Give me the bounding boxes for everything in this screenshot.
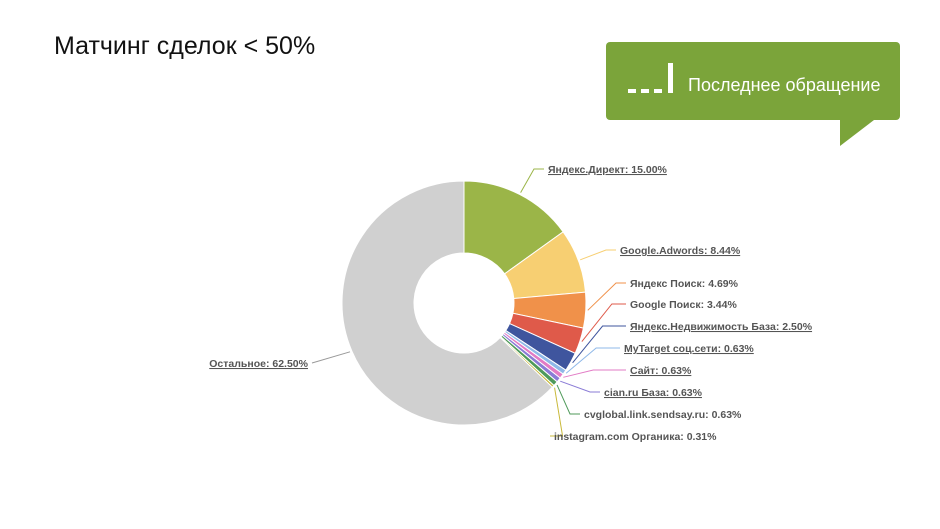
badge-text: Последнее обращение — [688, 75, 881, 95]
chart-leader-lines — [311, 168, 626, 437]
chart-labels: Яндекс.Директ: 15.00% Google.Adwords: 8.4… — [209, 164, 812, 443]
data-label-яндекс-поиск: Яндекс Поиск: 4.69% — [630, 278, 739, 290]
data-label-mytarget-соц-сети: MyTarget соц.сети: 0.63% — [624, 343, 754, 355]
leader-line-яндекс-поиск — [587, 282, 626, 311]
badge-box — [606, 42, 900, 120]
leader-line-mytarget-соц-сети — [565, 347, 620, 374]
leader-line-cvglobal-link-sendsay-ru — [556, 384, 580, 415]
data-label-яндекс-недвижимость-база: Яндекс.Недвижимость База: 2.50% — [630, 321, 813, 333]
leader-line-остальное — [311, 351, 351, 364]
chart-slices — [341, 180, 587, 426]
last-touch-badge: Последнее обращение — [606, 42, 900, 146]
leader-line-яндекс-недвижимость-база — [572, 325, 626, 364]
leader-line-cian-ru-база — [560, 380, 600, 393]
slide-title: Матчинг сделок < 50% — [54, 32, 316, 60]
data-label-cvglobal-link-sendsay-ru: cvglobal.link.sendsay.ru: 0.63% — [584, 409, 742, 421]
badge-tail — [840, 120, 874, 146]
data-label-google-adwords: Google.Adwords: 8.44% — [620, 245, 741, 257]
data-label-сайт: Сайт: 0.63% — [630, 365, 692, 377]
data-label-instagram-com-органика: instagram.com Органика: 0.31% — [554, 431, 717, 443]
data-label-cian-ru-база: cian.ru База: 0.63% — [604, 387, 703, 399]
leader-line-google-adwords — [580, 249, 616, 261]
leader-line-instagram-com-органика — [550, 387, 564, 437]
slice-остальное — [341, 180, 553, 426]
leader-line-google-поиск — [581, 303, 626, 342]
leader-line-сайт — [563, 369, 626, 378]
bar-signal-icon — [628, 63, 673, 93]
data-label-google-поиск: Google Поиск: 3.44% — [630, 299, 737, 311]
data-label-остальное: Остальное: 62.50% — [209, 358, 308, 370]
leader-line-яндекс-директ — [520, 168, 544, 193]
data-label-яндекс-директ: Яндекс.Директ: 15.00% — [548, 164, 668, 176]
